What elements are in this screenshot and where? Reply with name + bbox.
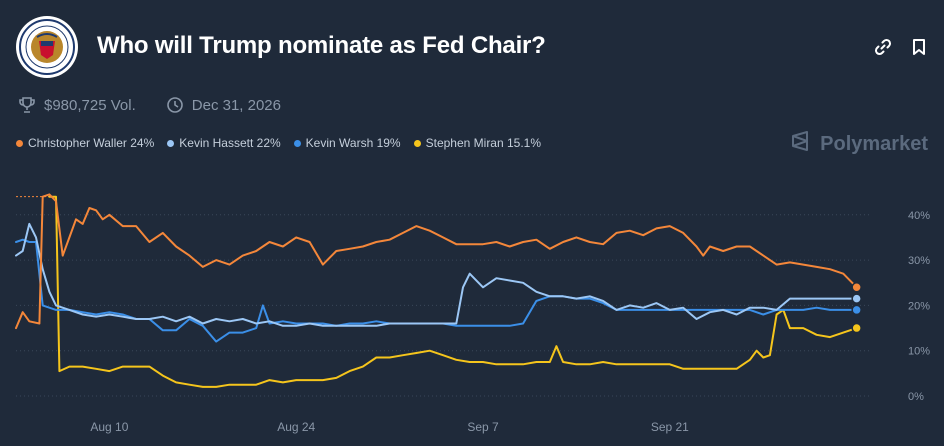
federal-reserve-seal-icon xyxy=(16,16,78,78)
polymarket-wordmark: Polymarket xyxy=(820,132,928,155)
series-endpoint-hassett xyxy=(851,293,862,304)
legend-dot-warsh xyxy=(293,139,301,147)
chart-legend: Christopher Waller 24% Kevin Hassett 22%… xyxy=(16,136,541,150)
page-title: Who will Trump nominate as Fed Chair? xyxy=(97,32,546,59)
price-history-chart: 0% 10% 20% 30% 40% Aug 10 Aug 24 Sep 7 Sep 21 xyxy=(15,193,930,434)
x-tick-label: Aug 24 xyxy=(277,420,315,434)
series-line-miran xyxy=(48,195,858,388)
end-date-text: Dec 31, 2026 xyxy=(191,96,281,114)
chart-lines xyxy=(15,193,862,388)
y-tick-label: 30% xyxy=(908,255,930,267)
series-line-hassett xyxy=(15,222,858,327)
legend-label-miran: Stephen Miran 15.1% xyxy=(425,136,542,150)
legend-dot-miran xyxy=(413,139,421,147)
series-endpoint-miran xyxy=(851,322,862,334)
chart-grid: 0% 10% 20% 30% 40% xyxy=(16,196,930,403)
trophy-icon xyxy=(18,96,36,114)
polymarket-brand: Polymarket xyxy=(790,130,928,158)
clock-icon xyxy=(166,96,184,114)
header: Who will Trump nominate as Fed Chair? xyxy=(16,16,928,80)
bookmark-icon[interactable] xyxy=(910,38,928,56)
y-tick-label: 40% xyxy=(908,210,930,222)
x-tick-label: Sep 21 xyxy=(651,420,689,434)
legend-dot-waller xyxy=(16,139,23,147)
y-tick-label: 10% xyxy=(908,346,930,358)
legend-item-warsh: Kevin Warsh 19% xyxy=(293,136,401,150)
y-tick-label: 20% xyxy=(908,300,930,312)
series-endpoint-warsh xyxy=(851,304,862,316)
polymarket-logo-icon xyxy=(790,130,812,158)
y-tick-label: 0% xyxy=(908,391,924,403)
legend-label-hassett: Kevin Hassett 22% xyxy=(179,136,281,150)
legend-label-warsh: Kevin Warsh 19% xyxy=(305,136,401,150)
legend-item-miran: Stephen Miran 15.1% xyxy=(413,136,542,150)
legend-item-waller: Christopher Waller 24% xyxy=(16,136,154,150)
link-icon[interactable] xyxy=(874,38,892,56)
legend-item-hassett: Kevin Hassett 22% xyxy=(167,136,281,150)
series-line-waller xyxy=(15,193,858,330)
legend-dot-hassett xyxy=(167,139,175,147)
series-line-warsh xyxy=(15,238,858,343)
legend-label-waller: Christopher Waller 24% xyxy=(28,136,155,150)
x-tick-label: Sep 7 xyxy=(467,420,499,434)
x-axis: Aug 10 Aug 24 Sep 7 Sep 21 xyxy=(90,420,689,434)
market-meta: $980,725 Vol. Dec 31, 2026 xyxy=(18,96,281,114)
volume-text: $980,725 Vol. xyxy=(44,96,136,114)
series-endpoint-waller xyxy=(851,282,862,293)
x-tick-label: Aug 10 xyxy=(90,420,128,434)
